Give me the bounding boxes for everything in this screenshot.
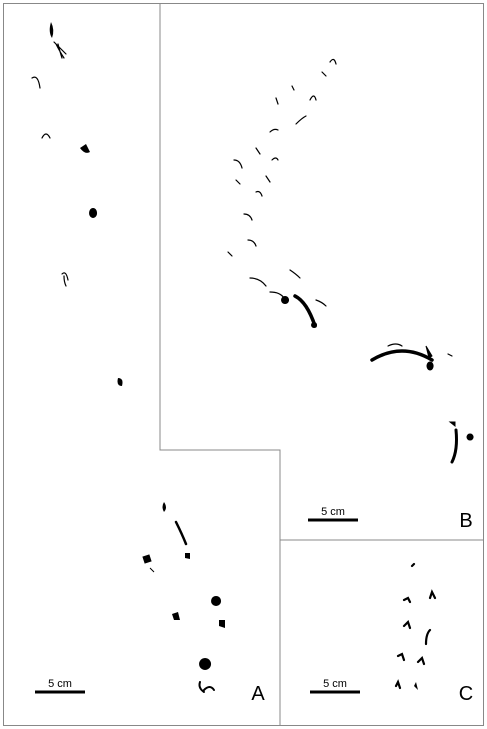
footprint bbox=[396, 564, 435, 688]
footprint bbox=[200, 682, 215, 692]
footprint bbox=[54, 42, 66, 58]
footprint bbox=[163, 502, 167, 512]
footprint bbox=[42, 134, 50, 138]
tracks-a bbox=[32, 22, 225, 692]
tracks-c bbox=[396, 564, 435, 690]
outer-frame bbox=[4, 4, 484, 726]
footprint bbox=[185, 553, 190, 559]
footprint bbox=[450, 422, 473, 440]
footprint bbox=[176, 522, 186, 544]
footprint bbox=[172, 612, 180, 620]
scale-label: 5 cm bbox=[48, 678, 72, 690]
footprint bbox=[414, 682, 418, 690]
panel-label: B bbox=[459, 510, 472, 532]
panel-frames bbox=[4, 4, 484, 726]
scale-label: 5 cm bbox=[321, 506, 345, 518]
scale-label: 5 cm bbox=[323, 678, 347, 690]
figure: 5 cm A 5 cm B 5 cm C bbox=[0, 0, 487, 729]
footprint bbox=[372, 351, 432, 360]
footprint bbox=[295, 296, 315, 326]
footprint bbox=[32, 77, 40, 88]
tracks-b bbox=[228, 59, 473, 462]
footprint bbox=[199, 658, 211, 670]
footprint bbox=[89, 208, 97, 218]
footprint bbox=[219, 620, 225, 628]
footprint bbox=[452, 430, 457, 462]
footprint bbox=[143, 555, 154, 572]
footprint bbox=[50, 22, 54, 38]
footprint bbox=[118, 378, 123, 386]
footprint bbox=[80, 144, 90, 153]
panel-label: A bbox=[251, 683, 265, 705]
footprint bbox=[211, 596, 221, 606]
footprint bbox=[62, 273, 68, 286]
footprint bbox=[228, 59, 336, 306]
panel-label: C bbox=[459, 683, 473, 705]
